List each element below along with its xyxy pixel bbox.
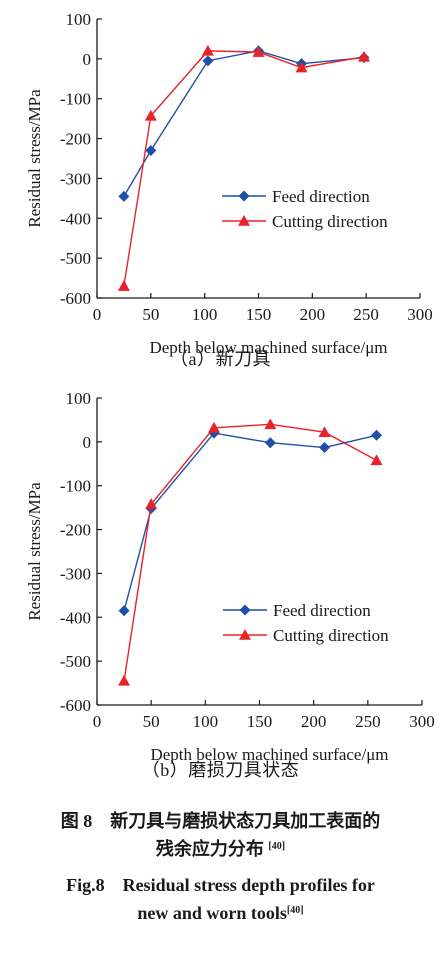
caption-en-line2-wrap: new and worn tools[40] xyxy=(0,898,441,926)
y-tick-label: 0 xyxy=(83,50,92,69)
data-point-s2 xyxy=(117,280,130,291)
y-tick-label: -100 xyxy=(60,477,91,496)
legend-label-2: Cutting direction xyxy=(273,626,389,645)
x-tick-label: 50 xyxy=(142,305,159,324)
caption-en-line2: new and worn tools xyxy=(137,903,287,923)
series-line-1 xyxy=(123,432,377,611)
x-tick-label: 200 xyxy=(300,305,326,324)
series-line-1 xyxy=(123,50,365,197)
y-tick-label: -200 xyxy=(60,521,91,540)
series-line-2 xyxy=(123,423,377,681)
data-point-s1 xyxy=(371,429,382,441)
y-tick-label: -200 xyxy=(60,130,91,149)
y-tick-label: -500 xyxy=(60,652,91,671)
y-tick-label: -400 xyxy=(60,608,91,627)
x-tick-label: 50 xyxy=(143,712,160,731)
subcaption-b: （b）磨损刀具状态 xyxy=(141,760,300,780)
y-tick-label: 0 xyxy=(83,433,92,452)
legend-label-2: Cutting direction xyxy=(272,212,388,231)
x-tick-label: 200 xyxy=(301,712,327,731)
data-point-s2 xyxy=(201,44,214,56)
y-tick-label: -600 xyxy=(60,289,91,308)
subcaption-a: （a）新刀具 xyxy=(170,349,271,369)
legend-marker-1 xyxy=(239,604,251,616)
y-tick-label: 100 xyxy=(66,10,92,29)
caption-zh-line2-wrap: 残余应力分布 [40] xyxy=(0,834,441,862)
data-point-s1 xyxy=(319,442,330,454)
x-tick-label: 250 xyxy=(355,712,381,731)
data-point-s2 xyxy=(264,418,277,430)
chart-worn-tool: 100 0 -100 -200 -300 -400 -500 -600 0 50 100 150 200… xyxy=(0,380,441,810)
caption-zh-line2: 残余应力分布 xyxy=(155,839,264,859)
x-tick-label: 0 xyxy=(93,712,102,731)
x-tick-label: 250 xyxy=(353,305,379,324)
x-tick-label: 300 xyxy=(409,712,435,731)
caption-en-ref: [40] xyxy=(286,905,304,916)
data-point-s1 xyxy=(145,145,157,157)
data-point-s1 xyxy=(118,605,130,617)
data-point-s2 xyxy=(370,454,383,466)
data-point-s1 xyxy=(202,55,214,67)
data-point-s2 xyxy=(318,426,331,438)
data-point-s2 xyxy=(144,109,157,121)
series-line-2 xyxy=(123,50,365,287)
x-tick-label: 0 xyxy=(93,305,102,324)
data-point-s2 xyxy=(295,61,308,73)
caption-en-line1: Fig.8 Residual stress depth profiles for xyxy=(66,875,375,895)
y-tick-label: -300 xyxy=(60,564,91,583)
y-tick-label: -100 xyxy=(60,90,91,109)
y-tick-label: -400 xyxy=(60,209,91,228)
x-axis-title: Depth below machined surface/μm xyxy=(150,745,388,764)
data-point-s2 xyxy=(145,498,158,509)
data-point-s2 xyxy=(208,421,220,433)
data-point-s2 xyxy=(358,50,371,62)
legend-label-1: Feed direction xyxy=(272,187,370,206)
data-point-s1 xyxy=(264,437,276,449)
x-tick-label: 150 xyxy=(247,712,273,731)
y-tick-label: -500 xyxy=(60,249,91,268)
x-axis-title: Depth below machined surface/μm xyxy=(149,338,387,357)
y-tick-label: -600 xyxy=(60,696,91,715)
x-tick-label: 150 xyxy=(246,305,272,324)
y-axis-title: Residual stress/MPa xyxy=(25,89,44,228)
chart-new-tool: 100 0 -100 -200 -300 -400 -500 -600 0 50 100 150 200… xyxy=(0,0,441,410)
figure-caption-chinese: 图 8 新刀具与磨损状态刀具加工表面的 残余应力分布 [40] xyxy=(0,808,441,862)
caption-zh-ref: [40] xyxy=(268,841,286,852)
data-point-s2 xyxy=(118,674,131,686)
legend-marker-2 xyxy=(239,629,251,640)
x-tick-label: 100 xyxy=(193,712,219,731)
legend-marker-2 xyxy=(238,215,250,226)
legend-label-1: Feed direction xyxy=(273,601,371,620)
x-tick-label: 100 xyxy=(192,305,218,324)
figure-caption-english: Fig.8 Residual stress depth profiles for… xyxy=(0,872,441,926)
data-point-s1 xyxy=(118,190,130,202)
data-point-s2 xyxy=(252,46,265,57)
y-axis-title: Residual stress/MPa xyxy=(25,482,44,621)
caption-zh-line1: 图 8 新刀具与磨损状态刀具加工表面的 xyxy=(60,811,381,831)
x-tick-label: 300 xyxy=(407,305,433,324)
legend-marker-1 xyxy=(238,190,250,202)
y-tick-label: 100 xyxy=(66,389,92,408)
y-tick-label: -300 xyxy=(60,169,91,188)
